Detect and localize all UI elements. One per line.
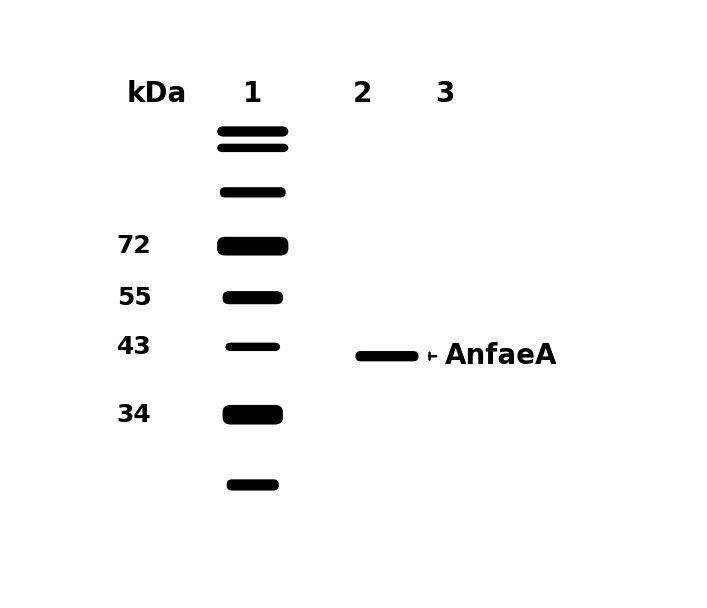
Text: AnfaeA: AnfaeA [445, 342, 557, 370]
Text: 2: 2 [353, 80, 372, 108]
FancyBboxPatch shape [356, 351, 419, 361]
FancyBboxPatch shape [217, 126, 288, 137]
FancyBboxPatch shape [217, 143, 288, 152]
Text: 55: 55 [117, 286, 151, 309]
Text: 43: 43 [117, 335, 151, 359]
Text: 72: 72 [117, 234, 151, 258]
Text: 3: 3 [435, 80, 454, 108]
FancyBboxPatch shape [223, 405, 283, 424]
FancyBboxPatch shape [227, 479, 279, 491]
FancyBboxPatch shape [223, 291, 283, 304]
Text: 34: 34 [117, 402, 151, 427]
Text: 1: 1 [243, 80, 262, 108]
FancyBboxPatch shape [226, 343, 280, 351]
FancyBboxPatch shape [217, 237, 288, 255]
Text: kDa: kDa [127, 80, 187, 108]
FancyBboxPatch shape [220, 187, 286, 198]
